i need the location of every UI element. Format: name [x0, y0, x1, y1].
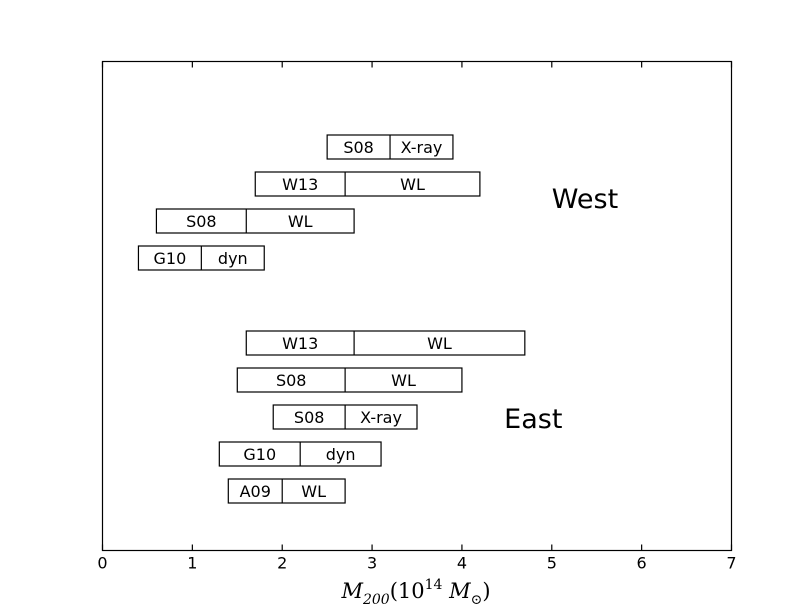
- x-tick-label: 6: [637, 554, 647, 573]
- range-box-outline: [236, 367, 463, 393]
- x-tick-label: 5: [547, 554, 557, 573]
- x-tick-label: 4: [457, 554, 467, 573]
- method-label: WL: [400, 175, 425, 194]
- range-box-west: W13 WL: [254, 171, 481, 197]
- source-label: G10: [243, 445, 276, 464]
- x-tick-label: 7: [726, 554, 736, 573]
- source-label: G10: [154, 249, 187, 268]
- source-label: W13: [282, 175, 318, 194]
- method-label: X-ray: [360, 408, 402, 427]
- x-tick-label: 2: [277, 554, 287, 573]
- range-box-east: G10 dyn: [218, 441, 382, 467]
- method-label: dyn: [218, 249, 248, 268]
- group-label-west: West: [552, 184, 618, 215]
- range-box-east: A09 WL: [227, 478, 346, 504]
- range-box-east: W13 WL: [245, 330, 526, 356]
- x-axis: 0 1 2 3 4 5 6 7: [97, 61, 737, 573]
- x-tick-label: 0: [97, 554, 107, 573]
- group-label-east: East: [504, 404, 562, 435]
- x-axis-title: M200(1014 M⊙): [340, 577, 490, 608]
- range-box-outline: [227, 478, 346, 504]
- method-label: WL: [301, 482, 326, 501]
- range-box-outline: [254, 171, 481, 197]
- range-boxes: S08 X-ray W13 WL S08 WL G10 dyn W13 WL S08 WL S08 X-r…: [137, 134, 526, 504]
- range-box-east: S08 X-ray: [272, 404, 418, 430]
- method-label: WL: [391, 371, 416, 390]
- source-label: S08: [343, 138, 374, 157]
- method-label: X-ray: [401, 138, 443, 157]
- method-label: WL: [288, 212, 313, 231]
- source-label: S08: [186, 212, 217, 231]
- source-label: S08: [276, 371, 307, 390]
- plot-frame: [101, 60, 733, 552]
- range-box-outline: [245, 330, 526, 356]
- range-box-east: S08 WL: [236, 367, 463, 393]
- range-box-west: S08 X-ray: [326, 134, 454, 160]
- method-label: dyn: [326, 445, 356, 464]
- range-box-west: S08 WL: [155, 208, 355, 234]
- x-tick-label: 1: [187, 554, 197, 573]
- source-label: S08: [294, 408, 325, 427]
- range-box-west: G10 dyn: [137, 245, 265, 271]
- source-label: A09: [240, 482, 271, 501]
- x-tick-label: 3: [367, 554, 377, 573]
- group-labels: West East: [504, 184, 618, 435]
- method-label: WL: [427, 334, 452, 353]
- range-box-outline: [155, 208, 355, 234]
- source-label: W13: [282, 334, 318, 353]
